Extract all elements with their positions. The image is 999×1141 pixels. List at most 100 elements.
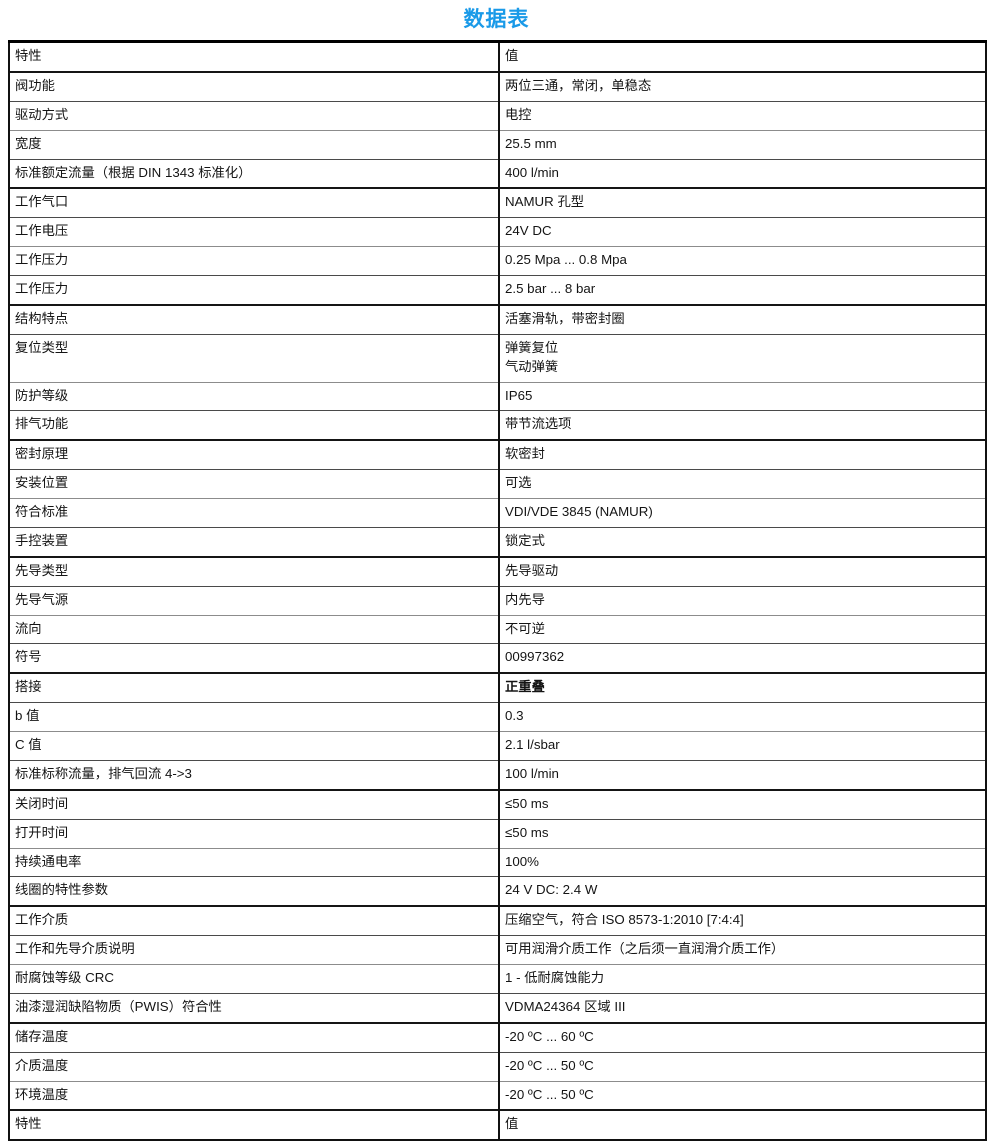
table-cell-value: 24 V DC: 2.4 W	[498, 876, 987, 907]
table-cell-value: 2.5 bar ... 8 bar	[498, 274, 987, 305]
table-cell-property: 工作压力	[8, 274, 500, 305]
table-cell-property: 油漆湿润缺陷物质（PWIS）符合性	[8, 992, 500, 1023]
table-cell-value: 不可逆	[498, 614, 987, 644]
table-row: 工作介质 压缩空气，符合 ISO 8573-1:2010 [7:4:4]	[8, 905, 987, 936]
table-cell-value: VDI/VDE 3845 (NAMUR)	[498, 498, 987, 528]
table-row: 线圈的特性参数 24 V DC: 2.4 W	[8, 876, 987, 907]
table-cell-property: 手控装置	[8, 526, 500, 557]
table-row: 宽度 25.5 mm	[8, 129, 987, 159]
table-cell-value: 软密封	[498, 439, 987, 470]
table-cell-property: 排气功能	[8, 410, 500, 441]
table-row: 工作压力 2.5 bar ... 8 bar	[8, 274, 987, 305]
table-cell-value: 400 l/min	[498, 158, 987, 189]
table-cell-value: 可选	[498, 469, 987, 499]
table-row: 阀功能 两位三通，常闭，单稳态	[8, 70, 987, 102]
table-header-property: 特性	[8, 39, 500, 72]
table-cell-value: 两位三通，常闭，单稳态	[498, 70, 987, 102]
table-cell-value: -20 ºC ... 60 ºC	[498, 1021, 987, 1053]
table-cell-value: 24V DC	[498, 217, 987, 247]
table-cell-property: 阀功能	[8, 70, 500, 102]
table-cell-property: 工作压力	[8, 246, 500, 276]
table-cell-property: b 值	[8, 702, 500, 732]
table-cell-value: 00997362	[498, 643, 987, 674]
table-row: C 值 2.1 l/sbar	[8, 731, 987, 761]
table-cell-property: 储存温度	[8, 1021, 500, 1053]
table-cell-property: 先导气源	[8, 585, 500, 615]
table-row: 环境温度 -20 ºC ... 50 ºC	[8, 1080, 987, 1111]
table-row: 关闭时间 ≤50 ms	[8, 788, 987, 820]
table-cell-value: 活塞滑轨，带密封圈	[498, 303, 987, 335]
table-row: 符合标准 VDI/VDE 3845 (NAMUR)	[8, 498, 987, 528]
table-cell-property: 先导类型	[8, 555, 500, 587]
table-cell-property: 工作和先导介质说明	[8, 935, 500, 965]
table-cell-value: ≤50 ms	[498, 818, 987, 848]
table-cell-property: 宽度	[8, 129, 500, 159]
table-header-value: 值	[498, 39, 987, 72]
table-row: 手控装置 锁定式	[8, 526, 987, 557]
table-row: 驱动方式 电控	[8, 100, 987, 131]
specifications-table: 特性 值 阀功能 两位三通，常闭，单稳态 驱动方式 电控 宽度 25.5 mm 标准额定流量…	[8, 39, 987, 1141]
table-footer-row: 特性值	[8, 1109, 987, 1141]
table-cell-value: 带节流选项	[498, 410, 987, 441]
table-row: 工作压力 0.25 Mpa ... 0.8 Mpa	[8, 246, 987, 276]
table-cell-value: 锁定式	[498, 526, 987, 557]
table-cell-value: ≤50 ms	[498, 788, 987, 820]
table-cell-value: 内先导	[498, 585, 987, 615]
table-cell-value: 弹簧复位 气动弹簧	[498, 333, 987, 382]
table-cell-value: 压缩空气，符合 ISO 8573-1:2010 [7:4:4]	[498, 905, 987, 936]
table-row: 工作电压 24V DC	[8, 217, 987, 247]
table-cell-property: 复位类型	[8, 333, 500, 382]
table-cell-value: 0.25 Mpa ... 0.8 Mpa	[498, 246, 987, 276]
table-cell-value: 0.3	[498, 702, 987, 732]
table-cell-property: 安装位置	[8, 469, 500, 499]
table-row: 流向 不可逆	[8, 614, 987, 644]
table-cell-property: 工作电压	[8, 217, 500, 247]
table-cell-property: 打开时间	[8, 818, 500, 848]
table-row: 耐腐蚀等级 CRC 1 - 低耐腐蚀能力	[8, 964, 987, 994]
table-row: 先导气源 内先导	[8, 585, 987, 615]
table-cell-value: 25.5 mm	[498, 129, 987, 159]
table-cell-property: 搭接	[8, 672, 500, 703]
table-footer-property: 特性	[8, 1109, 500, 1141]
table-row: 储存温度 -20 ºC ... 60 ºC	[8, 1021, 987, 1053]
table-row: 搭接 正重叠	[8, 672, 987, 703]
table-cell-property: 工作气口	[8, 187, 500, 218]
table-cell-property: 结构特点	[8, 303, 500, 335]
table-row: 密封原理 软密封	[8, 439, 987, 470]
table-cell-value: VDMA24364 区域 III	[498, 992, 987, 1023]
table-cell-value: 电控	[498, 100, 987, 131]
table-row: 标准标称流量，排气回流 4->3 100 l/min	[8, 759, 987, 790]
table-cell-property: 关闭时间	[8, 788, 500, 820]
table-row: 防护等级 IP65	[8, 381, 987, 411]
table-cell-property: 线圈的特性参数	[8, 876, 500, 907]
table-row: 安装位置 可选	[8, 469, 987, 499]
specifications-table-body: 特性 值 阀功能 两位三通，常闭，单稳态 驱动方式 电控 宽度 25.5 mm 标准额定流量…	[8, 39, 987, 1141]
table-row: 排气功能 带节流选项	[8, 410, 987, 441]
table-cell-value: 可用润滑介质工作（之后须一直润滑介质工作）	[498, 935, 987, 965]
table-cell-value: 1 - 低耐腐蚀能力	[498, 964, 987, 994]
table-cell-value: IP65	[498, 381, 987, 411]
table-cell-property: 介质温度	[8, 1051, 500, 1081]
table-cell-property: 耐腐蚀等级 CRC	[8, 964, 500, 994]
table-row: 先导类型 先导驱动	[8, 555, 987, 587]
table-cell-value: 2.1 l/sbar	[498, 731, 987, 761]
table-cell-property: 标准标称流量，排气回流 4->3	[8, 759, 500, 790]
table-cell-property: 防护等级	[8, 381, 500, 411]
table-row: 工作和先导介质说明 可用润滑介质工作（之后须一直润滑介质工作）	[8, 935, 987, 965]
table-cell-property: 标准额定流量（根据 DIN 1343 标准化）	[8, 158, 500, 189]
table-row: 工作气口 NAMUR 孔型	[8, 187, 987, 218]
table-cell-property: 驱动方式	[8, 100, 500, 131]
table-row: 复位类型 弹簧复位 气动弹簧	[8, 333, 987, 382]
table-cell-property: 工作介质	[8, 905, 500, 936]
table-row: 结构特点 活塞滑轨，带密封圈	[8, 303, 987, 335]
table-row: 介质温度 -20 ºC ... 50 ºC	[8, 1051, 987, 1081]
page-title: 数据表	[463, 8, 530, 31]
table-cell-property: 环境温度	[8, 1080, 500, 1111]
table-cell-property: 密封原理	[8, 439, 500, 470]
table-row: 持续通电率 100%	[8, 847, 987, 877]
table-cell-property: 符号	[8, 643, 500, 674]
table-cell-property: C 值	[8, 731, 500, 761]
table-cell-value: 100 l/min	[498, 759, 987, 790]
table-row: 油漆湿润缺陷物质（PWIS）符合性 VDMA24364 区域 III	[8, 992, 987, 1023]
table-cell-property: 符合标准	[8, 498, 500, 528]
